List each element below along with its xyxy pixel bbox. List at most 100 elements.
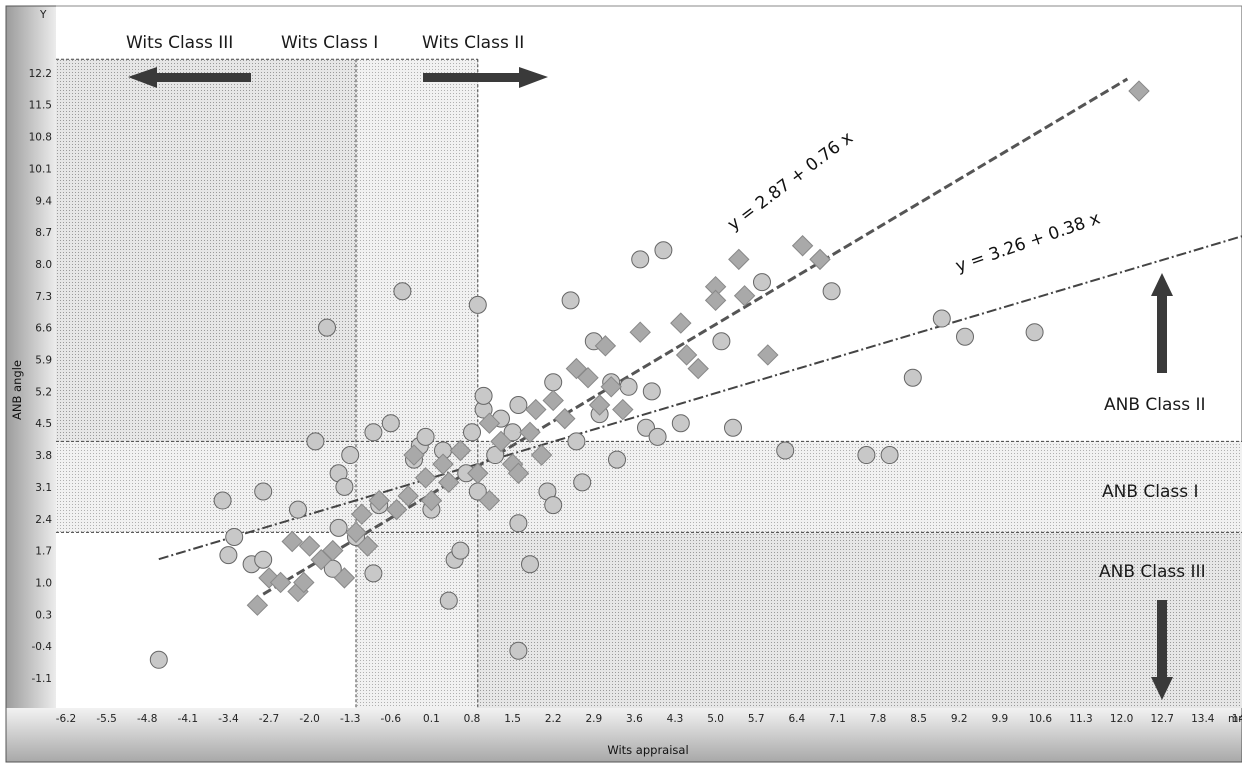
y-axis-title: ANB angle [10, 360, 24, 420]
data-point-diamond [612, 398, 634, 421]
data-point-diamond [420, 489, 443, 512]
data-point-circle [254, 482, 273, 501]
data-point-circle [671, 414, 690, 433]
y-tick-label: -0.4 [32, 641, 53, 653]
data-point-circle [451, 541, 470, 560]
data-point-diamond [298, 535, 321, 557]
data-point-circle [631, 250, 650, 269]
data-point-diamond [356, 535, 379, 557]
x-tick-label: 7.8 [870, 713, 887, 725]
data-point-diamond [432, 453, 454, 475]
data-point-diamond [385, 498, 408, 521]
data-point-circle [1025, 323, 1044, 342]
data-point-diamond [687, 357, 709, 380]
x-tick-label: 1.5 [504, 713, 521, 725]
y-axis-corner-label: Y [39, 9, 47, 21]
frame-bottom-bevel [6, 708, 1242, 762]
x-tick-label: 9.9 [991, 713, 1008, 725]
data-point-circle [486, 446, 505, 465]
y-tick-label: 0.3 [35, 609, 52, 621]
data-points [149, 80, 1150, 669]
data-point-circle [880, 446, 899, 465]
data-point-diamond [757, 344, 779, 366]
anb-class-i-label: ANB Class I [1102, 482, 1199, 502]
y-tick-label: 12.2 [29, 68, 52, 80]
y-tick-label: 3.8 [35, 450, 52, 462]
data-point-circle [932, 309, 951, 328]
data-point-circle [776, 441, 795, 460]
data-point-circle [318, 318, 336, 337]
y-tick-label: 1.0 [35, 577, 52, 589]
x-tick-label: 3.6 [626, 713, 643, 725]
region-arrows [128, 67, 1173, 700]
data-point-circle [724, 418, 742, 437]
data-point-diamond [351, 503, 373, 525]
x-tick-label: 10.6 [1029, 713, 1053, 725]
data-point-circle [335, 477, 354, 496]
data-point-circle [416, 427, 435, 446]
data-point-diamond [728, 248, 750, 271]
x-tick-label: 0.8 [464, 713, 481, 725]
data-point-diamond [542, 389, 564, 412]
data-point-diamond [600, 376, 622, 398]
x-tick-label: 8.5 [910, 713, 927, 725]
data-point-circle [468, 295, 487, 314]
data-point-circle [364, 423, 383, 442]
data-point-circle [561, 291, 580, 310]
x-axis-title: Wits appraisal [607, 743, 688, 757]
data-point-diamond [629, 321, 651, 343]
data-point-circle [712, 332, 731, 351]
data-point-circle [642, 382, 661, 401]
y-tick-label: 5.2 [35, 386, 52, 398]
x-tick-label: -6.2 [56, 713, 77, 725]
data-point-circle [903, 368, 922, 387]
data-point-circle [213, 491, 232, 510]
data-point-diamond [478, 489, 501, 512]
anb-class-iii-arrow-down [1151, 600, 1173, 700]
data-point-circle [254, 550, 273, 569]
x-tick-label: 7.1 [829, 713, 846, 725]
data-point-diamond [670, 312, 692, 334]
data-point-diamond [594, 335, 617, 357]
y-tick-label: 8.7 [35, 227, 52, 239]
data-point-diamond [345, 521, 367, 544]
x-tick-label: 12.7 [1151, 713, 1174, 725]
threshold-lines [56, 58, 1242, 708]
data-point-circle [225, 527, 244, 546]
data-point-diamond [519, 421, 541, 444]
data-point-circle [509, 641, 528, 660]
data-point-circle [289, 500, 307, 519]
x-tick-label: -0.6 [381, 713, 402, 725]
x-tick-label: 6.4 [788, 713, 805, 725]
wits-class-ii-arrow-right [423, 67, 548, 88]
x-tick-label: 2.2 [545, 713, 562, 725]
wits-class-i-label: Wits Class I [281, 33, 378, 53]
data-point-diamond [809, 248, 831, 271]
data-point-diamond [414, 467, 437, 489]
data-point-diamond [438, 471, 460, 494]
regression-lines [158, 77, 1242, 596]
regression-line-1 [262, 77, 1129, 596]
data-point-diamond [397, 485, 419, 507]
data-point-diamond [467, 462, 489, 484]
y-tick-label: 7.3 [35, 291, 52, 303]
data-point-circle [567, 432, 586, 451]
axis-ticks: -6.2 -5.5 -4.8 -4.1 -3.4 -2.7 -2.0 -1.3 -0.6 0.1 0… [29, 68, 1242, 725]
data-point-diamond [368, 489, 390, 512]
data-point-diamond [246, 594, 269, 616]
data-point-circle [544, 496, 563, 515]
data-point-diamond [577, 366, 599, 389]
x-tick-label: -4.8 [137, 713, 158, 725]
data-point-circle [956, 327, 974, 346]
data-point-circle [521, 555, 539, 574]
y-tick-label: -1.1 [32, 673, 53, 685]
data-point-diamond [554, 407, 576, 430]
data-point-diamond [675, 344, 698, 366]
y-tick-label: 8.0 [35, 259, 52, 271]
data-point-diamond [733, 285, 756, 307]
data-point-circle [393, 282, 412, 301]
x-tick-label: 11.3 [1069, 713, 1092, 725]
data-point-diamond [791, 235, 814, 257]
